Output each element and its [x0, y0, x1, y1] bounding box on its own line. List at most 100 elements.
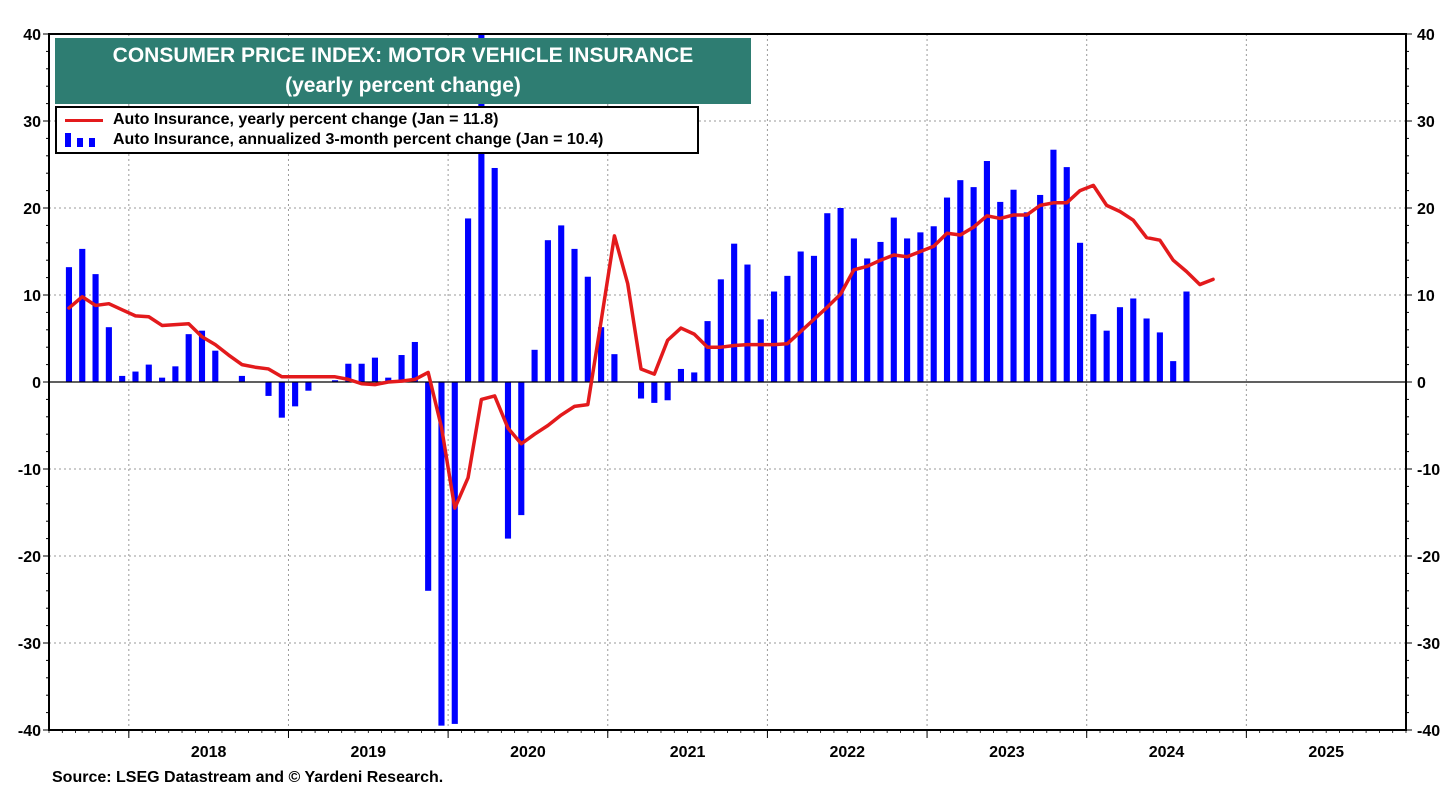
bar [877, 241, 884, 382]
legend-bar-swatch [65, 133, 103, 147]
bar [771, 291, 778, 382]
bar [1023, 212, 1030, 382]
x-tick-label: 2020 [510, 744, 546, 761]
bar [345, 363, 352, 382]
bar [970, 187, 977, 382]
bar [305, 382, 312, 391]
bar [784, 275, 791, 382]
bar [584, 276, 591, 382]
bar [185, 334, 192, 382]
bar [1156, 332, 1163, 382]
legend-item-3month: Auto Insurance, annualized 3-month perce… [65, 130, 603, 150]
bar [238, 375, 245, 382]
y-tick-label-left: 20 [23, 201, 41, 218]
bar [159, 377, 166, 382]
bar [371, 357, 379, 382]
legend-item-yearly: Auto Insurance, yearly percent change (J… [65, 110, 498, 130]
bar [172, 366, 179, 382]
bar [704, 321, 711, 382]
bar [411, 341, 418, 382]
bar [997, 201, 1004, 382]
bar [917, 232, 924, 382]
y-tick-label-right: 20 [1417, 201, 1435, 218]
bar [1050, 149, 1057, 382]
bar [132, 371, 139, 382]
x-tick-label: 2023 [989, 744, 1025, 761]
y-tick-label-right: 30 [1417, 114, 1435, 131]
x-tick-label: 2018 [191, 744, 227, 761]
bar [119, 375, 126, 382]
bar [1076, 242, 1084, 382]
bar [664, 382, 671, 401]
bar [358, 363, 365, 382]
y-tick-label-left: 0 [32, 375, 41, 392]
bar [491, 167, 498, 382]
bar [1103, 330, 1110, 382]
bar [943, 197, 951, 382]
y-tick-label-right: 10 [1417, 288, 1435, 305]
y-tick-label-right: -30 [1417, 636, 1440, 653]
y-tick-label-right: -20 [1417, 549, 1440, 566]
bar [637, 382, 645, 399]
source-note: Source: LSEG Datastream and © Yardeni Re… [52, 769, 444, 786]
bar [983, 161, 990, 382]
bar [824, 213, 831, 382]
bar [1063, 167, 1070, 382]
bar [1170, 361, 1177, 382]
x-tick-label: 2024 [1149, 744, 1185, 761]
y-tick-label-right: 0 [1417, 375, 1426, 392]
bar [385, 377, 392, 382]
bar [331, 380, 339, 382]
bar [105, 327, 112, 382]
bar [438, 382, 445, 726]
y-tick-label-left: -10 [18, 462, 41, 479]
bar [558, 225, 565, 382]
y-tick-label-left: 10 [23, 288, 41, 305]
bar [451, 382, 458, 724]
bar [504, 382, 512, 539]
x-tick-label: 2019 [350, 744, 386, 761]
legend-label-yearly: Auto Insurance, yearly percent change (J… [113, 111, 499, 128]
bar [1116, 307, 1124, 382]
y-tick-label-left: 30 [23, 114, 41, 131]
bar [691, 372, 698, 382]
bar [212, 350, 219, 382]
legend-line-swatch [65, 118, 103, 122]
chart-title: CONSUMER PRICE INDEX: MOTOR VEHICLE INSU… [112, 44, 694, 67]
bar [478, 34, 485, 382]
bar [544, 240, 551, 382]
y-tick-label-right: -10 [1417, 462, 1440, 479]
bar [292, 382, 299, 407]
bar [571, 248, 578, 382]
bar [904, 238, 911, 382]
bar [265, 382, 272, 396]
bar [850, 238, 857, 382]
bar [1010, 189, 1017, 382]
bar [425, 382, 432, 591]
bar [611, 354, 618, 382]
bar [717, 279, 724, 382]
legend: Auto Insurance, yearly percent change (J… [55, 106, 699, 154]
bar [957, 180, 964, 382]
bar [651, 382, 658, 403]
bar [92, 274, 99, 382]
y-tick-label-left: -20 [18, 549, 41, 566]
bar [598, 327, 605, 382]
bar [797, 251, 804, 382]
bar [890, 217, 897, 382]
bar [518, 382, 525, 516]
bar [79, 248, 86, 382]
x-tick-label: 2022 [829, 744, 865, 761]
y-tick-label-left: -40 [18, 723, 41, 740]
y-tick-label-right: 40 [1417, 27, 1435, 44]
x-tick-label: 2021 [670, 744, 706, 761]
chart-subtitle: (yearly percent change) [285, 74, 521, 97]
bar [731, 243, 738, 382]
legend-label-3month: Auto Insurance, annualized 3-month perce… [113, 131, 604, 148]
bar [278, 382, 285, 418]
bar [1183, 291, 1190, 382]
bar [930, 226, 937, 382]
bar [757, 319, 764, 382]
